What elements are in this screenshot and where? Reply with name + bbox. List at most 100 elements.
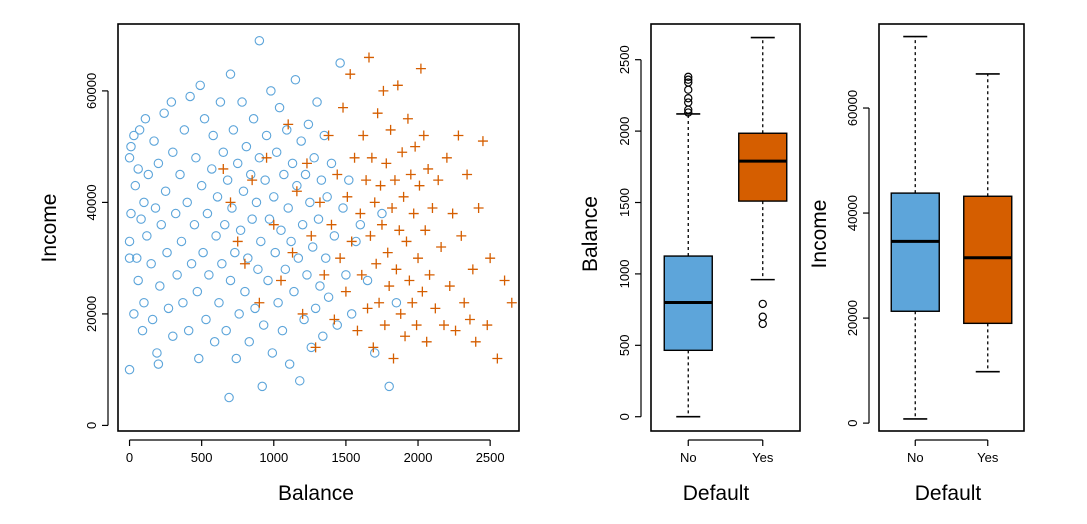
- scatter-point: [146, 258, 156, 269]
- scatter-point: [286, 236, 296, 247]
- scatter-point: [389, 175, 400, 186]
- scatter-point: [271, 147, 282, 157]
- scatter-point: [156, 219, 167, 230]
- scatter-point: [345, 69, 356, 80]
- scatter-point: [225, 197, 236, 208]
- scatter-point: [473, 202, 484, 213]
- scatter-point: [355, 219, 366, 230]
- scatter-point: [462, 169, 473, 180]
- scatter-point: [467, 264, 478, 275]
- balance-boxplot-y-tick-label: 2500: [617, 45, 632, 74]
- scatter-point: [231, 353, 242, 364]
- scatter-point: [430, 303, 441, 314]
- scatter-point: [447, 208, 458, 219]
- balance-boxplot-outlier: [684, 94, 693, 103]
- scatter-frame: [117, 23, 520, 432]
- scatter-point: [314, 197, 325, 208]
- scatter-point: [322, 192, 332, 202]
- scatter-point: [456, 230, 467, 241]
- scatter-point: [191, 153, 201, 163]
- scatter-point: [388, 353, 399, 364]
- scatter-point: [168, 331, 178, 341]
- scatter-point: [176, 236, 187, 247]
- scatter-point: [332, 320, 343, 330]
- scatter-point: [291, 186, 302, 197]
- income-boxplot-y-axis: 0 20000 40000 60000: [845, 90, 870, 427]
- scatter-point: [296, 136, 306, 146]
- scatter-point: [124, 236, 135, 247]
- scatter-point: [326, 158, 337, 169]
- scatter-point: [303, 119, 314, 130]
- scatter-point: [384, 281, 395, 292]
- scatter-point: [423, 163, 434, 174]
- scatter-point: [284, 359, 295, 369]
- scatter-point: [470, 336, 481, 347]
- scatter-point: [375, 180, 386, 191]
- scatter-point: [208, 130, 218, 141]
- balance-boxplot-frame: [650, 23, 801, 432]
- scatter-point: [257, 381, 267, 392]
- scatter-point: [362, 303, 373, 314]
- scatter-point: [413, 253, 424, 264]
- scatter-point: [273, 298, 283, 308]
- scatter-point: [182, 197, 192, 208]
- scatter-point: [352, 325, 363, 336]
- balance-boxplot-y-axis: 0 500 1000 1500 2000 2500: [617, 45, 642, 420]
- scatter-point: [310, 303, 321, 314]
- scatter-point: [153, 359, 164, 369]
- scatter-point: [248, 114, 259, 124]
- balance-boxplot-y-tick-label: 2000: [617, 117, 632, 146]
- balance-boxplot-y-tick-label: 500: [617, 334, 632, 356]
- balance-boxplot-outlier: [684, 85, 693, 94]
- scatter-point: [124, 364, 135, 375]
- scatter-point: [267, 348, 278, 358]
- scatter-point: [374, 297, 385, 308]
- balance-boxplot-outlier: [758, 319, 767, 329]
- scatter-point: [254, 297, 265, 308]
- scatter-point: [222, 175, 233, 185]
- scatter-point: [424, 269, 435, 280]
- balance-boxplot-outlier: [684, 78, 693, 87]
- scatter-point: [400, 331, 411, 342]
- balance-boxplot-x-axis: No Yes: [680, 439, 774, 465]
- scatter-point: [384, 381, 394, 392]
- income-boxplot-panel: No Yes 0 20000 40000 60000 Default Income: [808, 23, 1025, 505]
- scatter-point: [370, 348, 380, 358]
- scatter-point: [253, 264, 263, 275]
- scatter-point: [385, 124, 396, 135]
- scatter-point: [338, 203, 348, 213]
- scatter-point: [263, 275, 273, 286]
- scatter-point: [407, 297, 418, 308]
- scatter-point: [376, 219, 387, 230]
- scatter-point: [235, 225, 246, 236]
- scatter-point: [175, 169, 185, 180]
- scatter-point: [270, 247, 280, 258]
- scatter-point: [258, 320, 269, 330]
- scatter-point: [401, 236, 412, 247]
- scatter-point: [335, 253, 346, 264]
- scatter-point: [402, 113, 413, 124]
- scatter-point: [293, 253, 304, 263]
- scatter-point: [318, 331, 328, 341]
- scatter-point: [499, 275, 510, 286]
- scatter-point: [162, 247, 172, 258]
- scatter-point: [192, 286, 203, 297]
- scatter-point: [195, 80, 205, 91]
- income-boxplot-y-tick-label: 20000: [845, 300, 860, 336]
- scatter-point: [279, 169, 289, 180]
- scatter-point: [363, 52, 374, 63]
- scatter-point: [143, 169, 154, 180]
- scatter-y-title: Income: [38, 194, 61, 263]
- scatter-point: [436, 242, 447, 253]
- scatter-point: [168, 147, 178, 157]
- scatter-point: [275, 275, 286, 286]
- scatter-x-tick-label: 2500: [476, 450, 505, 465]
- scatter-point: [232, 236, 243, 247]
- scatter-point: [398, 191, 409, 202]
- scatter-x-axis: 0 500 1000 1500 2000 2500: [126, 439, 505, 465]
- scatter-y-tick-label: 40000: [84, 184, 99, 220]
- scatter-point: [214, 298, 224, 308]
- scatter-point: [218, 147, 229, 157]
- scatter-point: [282, 125, 292, 135]
- scatter-point: [387, 202, 398, 213]
